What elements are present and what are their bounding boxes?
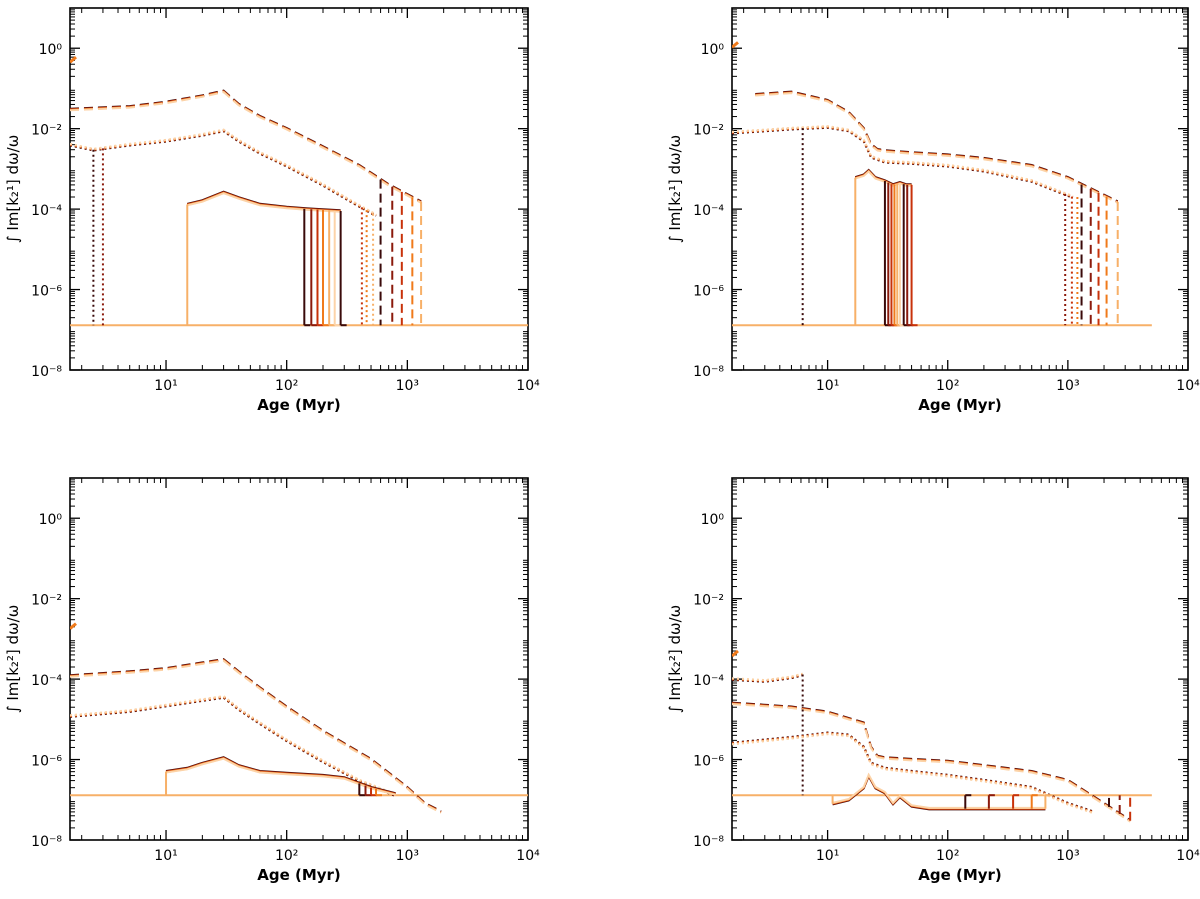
y-tick-label: 10⁻⁴ — [693, 673, 724, 689]
x-tick-label: 10³ — [396, 848, 419, 864]
y-tick-label: 10⁻⁴ — [31, 673, 62, 689]
x-tick-label: 10² — [275, 848, 298, 864]
series-solid-line — [187, 191, 341, 212]
y-axis-label: ∫ Im[k₂¹] dω/ω — [666, 135, 684, 244]
series-solid-line — [165, 757, 396, 796]
panel-top-left: 10¹ 10² 10³ 10⁴ 10⁻⁸ 10⁻⁶ 10⁻⁴ 10⁻² 10⁰ Age (Myr)… — [4, 7, 540, 414]
series-dashed-line — [70, 658, 442, 812]
start-marker — [70, 622, 77, 630]
series-dashed-line — [70, 658, 442, 813]
y-tick-label: 10⁻⁴ — [31, 203, 62, 219]
start-marker — [732, 649, 739, 658]
series-dotted-upper-line — [732, 672, 803, 682]
series-dotted-line — [70, 129, 377, 217]
y-tick-label: 10⁻⁸ — [693, 834, 724, 850]
y-tick-label: 10⁰ — [701, 512, 725, 528]
x-tick-label: 10² — [936, 848, 959, 864]
start-marker — [70, 55, 77, 64]
series-dashed-line — [70, 658, 442, 813]
series-dotted-line — [70, 128, 377, 216]
x-tick-label: 10³ — [396, 378, 419, 394]
series-dashed-line — [732, 703, 1131, 823]
x-tick-label: 10¹ — [154, 378, 177, 394]
y-tick-label: 10⁻⁴ — [693, 203, 724, 219]
series-dashed-line — [755, 92, 1119, 204]
x-tick-label: 10⁴ — [1176, 378, 1200, 394]
series-solid-line — [165, 756, 396, 795]
series-dashed-line — [732, 703, 1131, 823]
series-solid-line — [165, 756, 396, 794]
plot-frame — [731, 7, 1189, 371]
x-axis-label: Age (Myr) — [918, 396, 1002, 414]
series-dashed-line — [70, 91, 422, 204]
y-tick-label: 10⁰ — [701, 42, 725, 58]
panel-bottom-left: 10¹ 10² 10³ 10⁴ 10⁻⁸ 10⁻⁶ 10⁻⁴ 10⁻² 10⁰ Age (Myr)… — [4, 477, 540, 884]
y-tick-label: 10⁻² — [693, 123, 724, 139]
plot-area — [732, 649, 1152, 823]
plot-area — [70, 622, 528, 814]
x-tick-label: 10³ — [1056, 848, 1079, 864]
series-solid-line — [165, 756, 396, 795]
y-axis-label: ∫ Im[k₂²] dω/ω — [666, 605, 684, 714]
x-tick-label: 10³ — [1056, 378, 1079, 394]
plot-area — [732, 41, 1152, 327]
y-tick-label: 10⁻⁶ — [693, 754, 724, 770]
y-tick-label: 10⁻² — [31, 593, 62, 609]
y-tick-label: 10⁻² — [693, 593, 724, 609]
y-tick-label: 10⁻⁸ — [31, 364, 62, 380]
y-tick-label: 10⁻⁸ — [31, 834, 62, 850]
y-tick-label: 10⁻⁸ — [693, 364, 724, 380]
y-axis-label: ∫ Im[k₂²] dω/ω — [4, 605, 22, 714]
series-dashed-line — [755, 91, 1119, 204]
series-dotted-line — [70, 129, 377, 217]
series-dashed-line — [70, 659, 442, 814]
series-dotted-line — [732, 731, 1093, 813]
series-dashed-line — [70, 659, 442, 814]
series-dotted-line — [70, 696, 396, 797]
series-solid-line — [165, 757, 396, 796]
series-dashed-line — [755, 90, 1119, 203]
plot-frame — [731, 477, 1189, 841]
series-dotted-line — [70, 129, 377, 216]
series-dotted-line — [70, 696, 396, 797]
x-tick-label: 10² — [275, 378, 298, 394]
y-axis-label: ∫ Im[k₂¹] dω/ω — [4, 135, 22, 244]
y-tick-label: 10⁰ — [39, 512, 63, 528]
x-axis-label: Age (Myr) — [257, 396, 341, 414]
series-solid-line — [832, 772, 1046, 809]
x-tick-label: 10² — [936, 378, 959, 394]
x-tick-label: 10¹ — [816, 378, 839, 394]
series-dotted-line — [70, 130, 377, 217]
x-tick-label: 10¹ — [816, 848, 839, 864]
panel-top-right: 10¹ 10² 10³ 10⁴ 10⁻⁸ 10⁻⁶ 10⁻⁴ 10⁻² 10⁰ Age (Myr)… — [666, 7, 1200, 414]
x-tick-label: 10⁴ — [516, 848, 540, 864]
series-dashed-line — [755, 91, 1119, 203]
x-tick-label: 10⁴ — [1176, 848, 1200, 864]
y-tick-label: 10⁰ — [39, 42, 63, 58]
series-dotted-line — [732, 733, 1093, 814]
start-marker — [732, 41, 739, 49]
x-axis-label: Age (Myr) — [918, 866, 1002, 884]
series-dashed-line — [755, 91, 1119, 204]
series-solid-line — [187, 190, 341, 212]
series-solid-line — [165, 757, 396, 796]
y-tick-label: 10⁻⁶ — [31, 754, 62, 770]
y-tick-label: 10⁻⁶ — [693, 284, 724, 300]
series-dotted-line — [732, 125, 1074, 198]
x-tick-label: 10⁴ — [516, 378, 540, 394]
plot-frame — [69, 7, 529, 371]
x-axis-label: Age (Myr) — [257, 866, 341, 884]
x-tick-label: 10¹ — [154, 848, 177, 864]
plot-frame — [69, 477, 529, 841]
y-tick-label: 10⁻² — [31, 123, 62, 139]
plot-area — [70, 55, 528, 327]
panel-bottom-right: 10¹ 10² 10³ 10⁴ 10⁻⁸ 10⁻⁶ 10⁻⁴ 10⁻² 10⁰ Age (Myr)… — [666, 477, 1200, 884]
series-dashed-line — [755, 91, 1119, 203]
series-dotted-line — [70, 128, 377, 216]
y-tick-label: 10⁻⁶ — [31, 284, 62, 300]
